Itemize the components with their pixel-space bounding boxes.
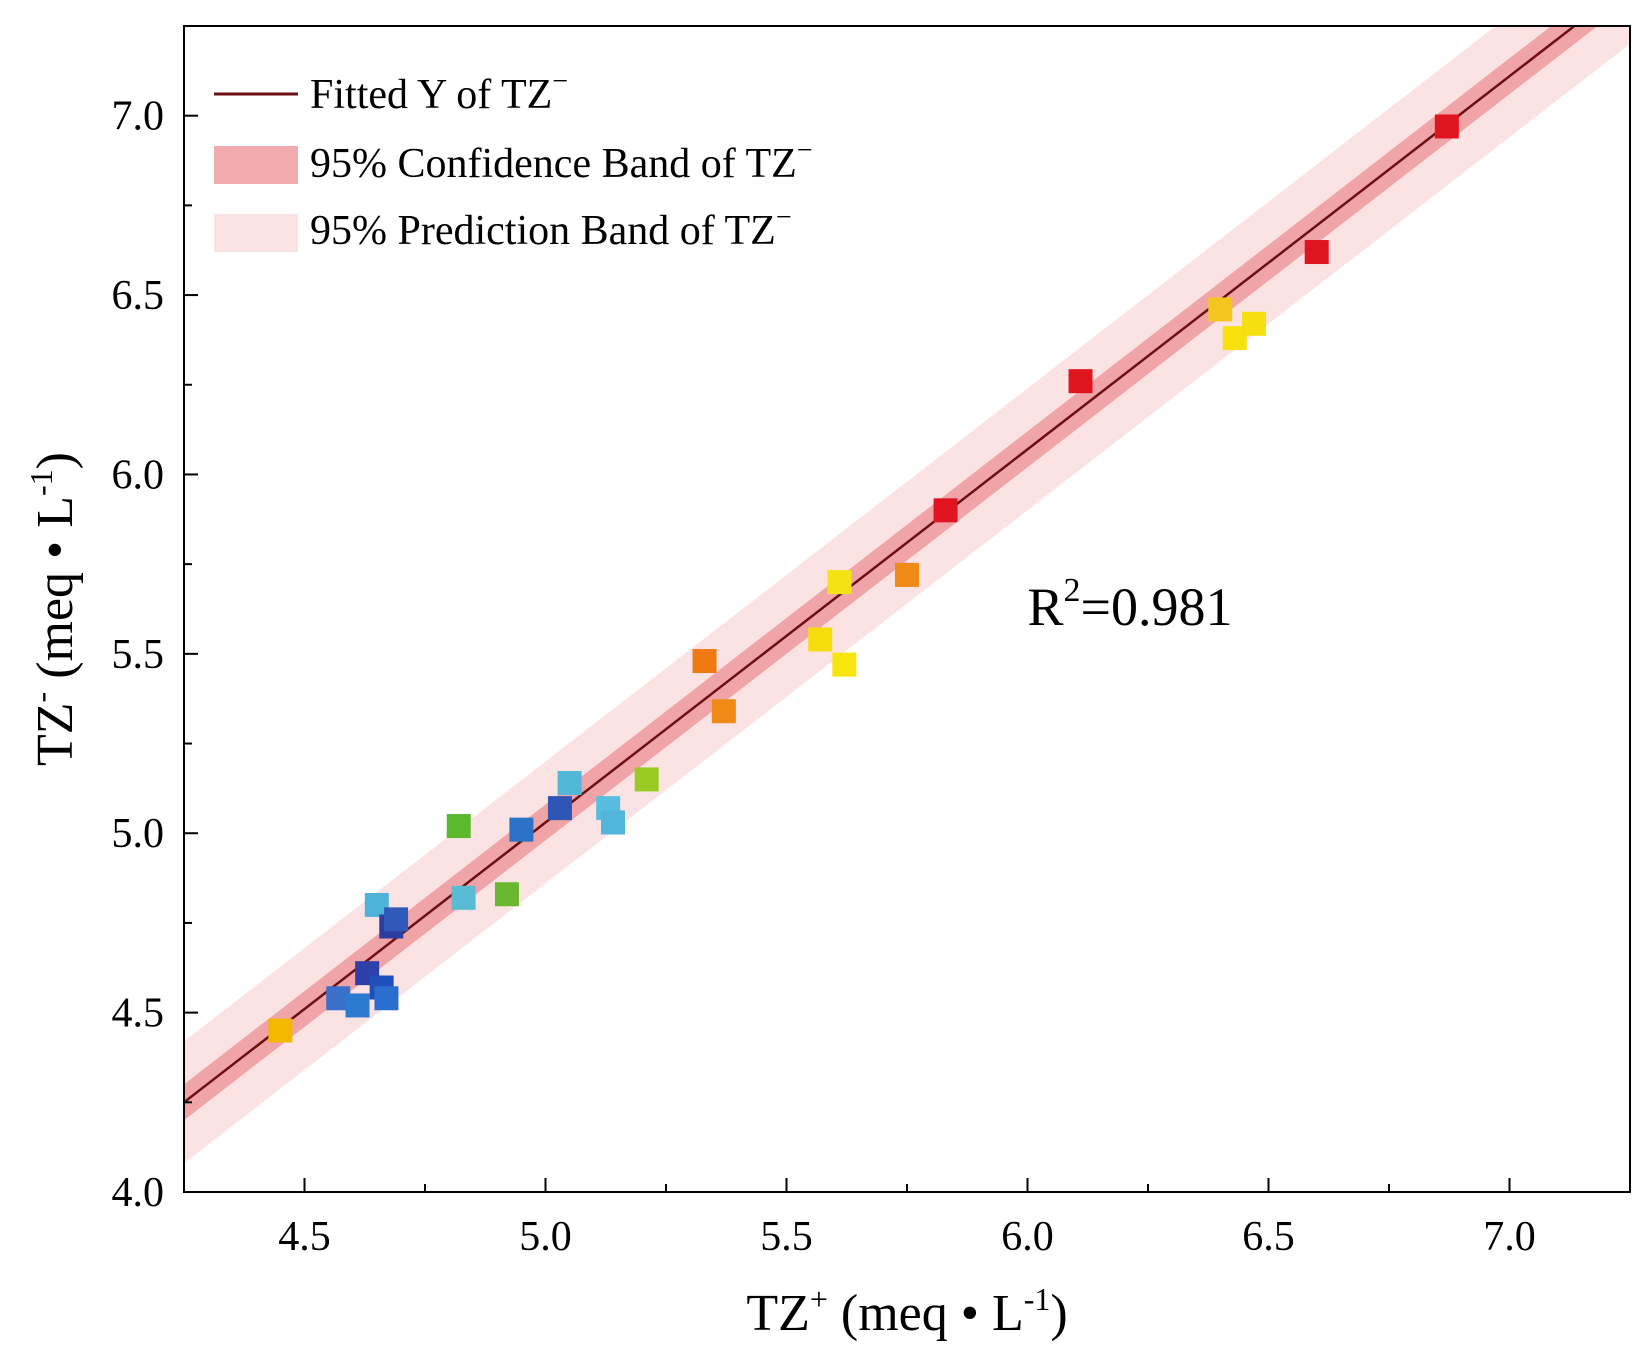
x-axis-label: TZ+ (meq • L-1) [746,1281,1067,1342]
data-point-21 [827,570,852,595]
legend-label-prediction: 95% Prediction Band of TZ− [310,202,792,254]
data-point-29 [1304,240,1329,265]
data-point-30 [1434,114,1459,139]
y-tick-label: 5.5 [112,632,165,678]
data-point-28 [1242,311,1267,336]
legend-swatch-prediction [214,214,298,252]
data-point-20 [808,627,833,652]
legend-label-confidence: 95% Confidence Band of TZ− [310,135,813,187]
data-point-18 [692,649,717,674]
data-point-26 [1208,297,1233,322]
data-point-12 [509,817,534,842]
x-tick-label: 4.5 [278,1214,331,1260]
legend-swatch-confidence [214,146,298,184]
confidence-band [184,26,1598,1121]
legend: Fitted Y of TZ− 95% Confidence Band of T… [214,66,813,254]
y-tick-label: 7.0 [112,94,165,140]
fitted-line [184,26,1577,1104]
prediction-band [184,26,1630,1164]
x-axis-tick-labels: 4.5 5.0 5.5 6.0 6.5 7.0 [278,1214,1536,1260]
x-tick-label: 5.5 [760,1214,813,1260]
data-points [268,114,1459,1043]
y-tick-label: 4.5 [112,991,165,1037]
data-point-11 [494,882,519,907]
legend-label-fit: Fitted Y of TZ− [310,66,568,118]
data-point-5 [374,986,399,1011]
data-point-19 [711,699,736,724]
data-point-14 [557,771,582,796]
data-point-22 [832,652,857,677]
data-point-24 [933,498,958,523]
y-tick-label: 6.5 [112,273,165,319]
data-point-10 [451,885,476,910]
y-tick-label: 5.0 [112,811,165,857]
data-point-23 [895,562,919,587]
x-tick-label: 6.0 [1001,1214,1054,1260]
y-tick-label: 6.0 [112,452,165,498]
data-point-9 [446,814,471,839]
data-point-8 [384,907,409,932]
axis-ticks [183,25,1631,1193]
x-tick-label: 6.5 [1242,1214,1295,1260]
y-tick-label: 4.0 [112,1170,165,1216]
x-tick-label: 5.0 [519,1214,572,1260]
data-point-0 [268,1018,293,1043]
y-axis-label: TZ- (meq • L-1) [23,452,84,766]
data-point-13 [547,796,572,821]
data-point-16 [600,810,625,835]
data-point-25 [1068,369,1093,394]
data-point-17 [634,767,659,792]
x-tick-label: 7.0 [1483,1214,1536,1260]
y-axis-tick-labels: 4.0 4.5 5.0 5.5 6.0 6.5 7.0 [112,94,165,1216]
r-squared-annotation: R2=0.981 [1028,572,1233,637]
data-point-2 [345,993,370,1018]
